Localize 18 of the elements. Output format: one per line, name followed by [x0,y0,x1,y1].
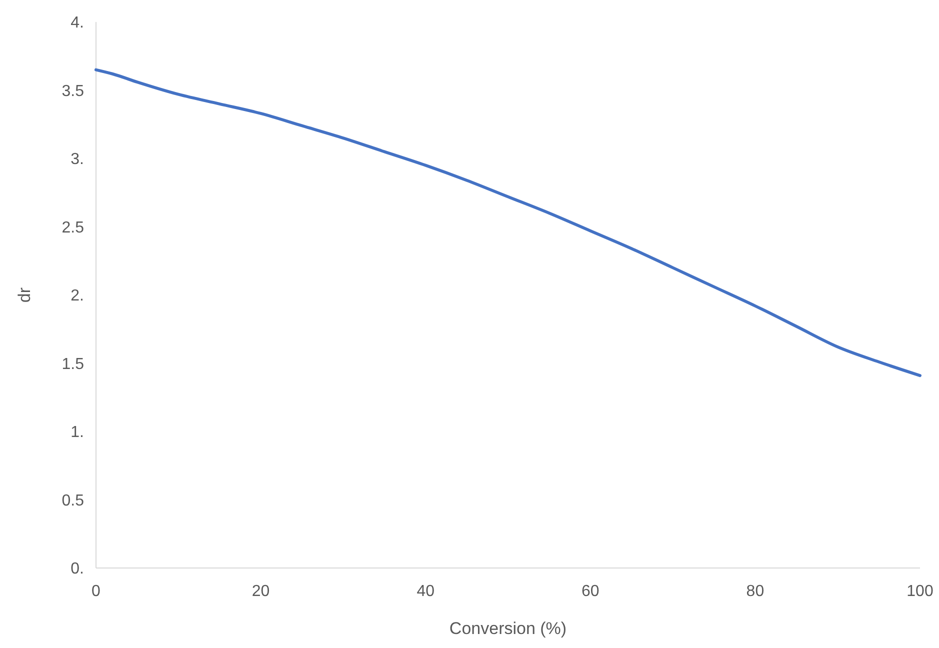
x-tick-label: 20 [252,583,270,600]
y-tick-label: 0. [70,560,84,578]
y-tick-label: 2. [70,288,84,305]
y-tick-label: 4. [70,14,84,32]
x-tick-label: 40 [416,583,435,600]
y-tick-label: 0.5 [62,492,84,510]
y-tick-label: 1.5 [62,356,84,373]
line-series [94,68,922,378]
y-tick-label: 3. [70,151,84,168]
x-axis-title: Conversion (%) [449,619,567,638]
x-tick-label: 60 [582,583,600,600]
x-tick-label: 100 [906,583,934,600]
y-tick-label: 2.5 [62,219,84,236]
y-tick-label: 1. [70,424,84,442]
x-tick-label: 80 [746,583,764,600]
y-axis-title: dr [15,287,34,303]
y-tick-label: 3.5 [62,82,84,100]
x-tick-label: 0 [92,583,101,600]
